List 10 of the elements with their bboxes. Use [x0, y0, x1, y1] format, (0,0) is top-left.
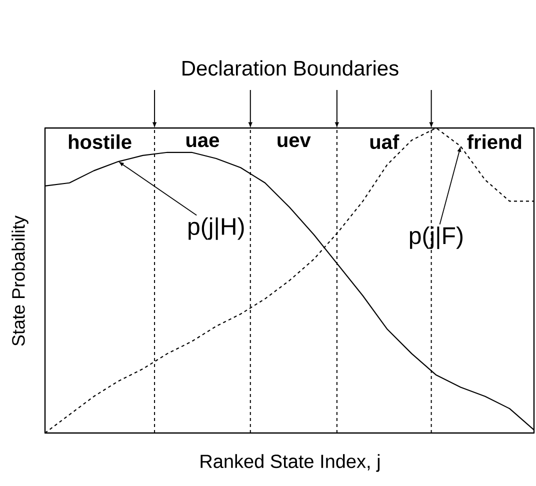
annotation: uaf [370, 134, 400, 150]
x-axis-title: Ranked State Index, j [200, 454, 380, 472]
annotation: p(j|H) [188, 217, 244, 240]
annotation: hostile [68, 134, 132, 150]
annotation: friend [467, 134, 522, 150]
annotation: uev [278, 136, 311, 148]
annotation: uae [186, 136, 220, 148]
chart-title: Declaration Boundaries [182, 60, 398, 76]
annotation: p(j|F) [410, 226, 462, 250]
y-axis-title: State Probability [12, 216, 28, 346]
